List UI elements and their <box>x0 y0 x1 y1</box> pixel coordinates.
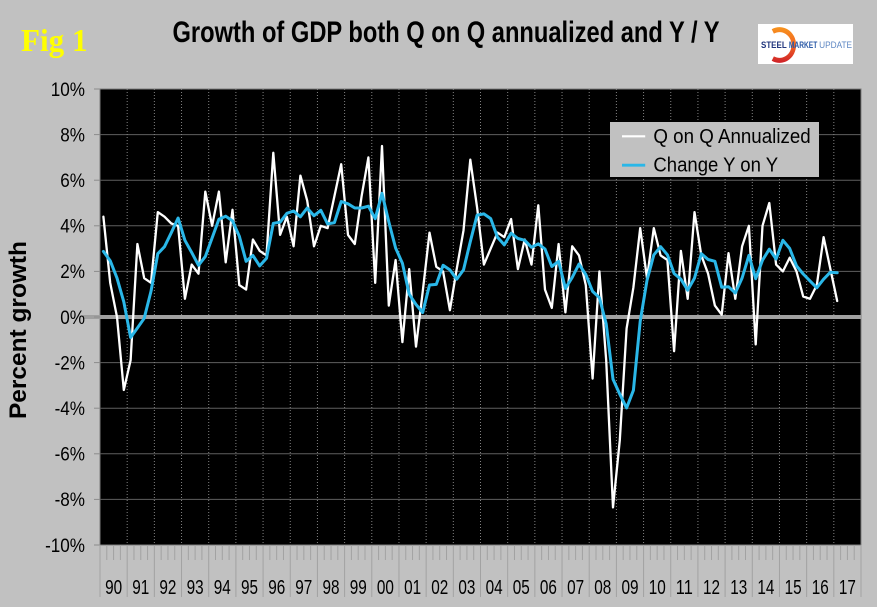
svg-text:00: 00 <box>377 577 394 599</box>
svg-text:Q on Q Annualized: Q on Q Annualized <box>653 126 810 148</box>
svg-text:UPDATE: UPDATE <box>819 40 852 51</box>
svg-text:4%: 4% <box>60 217 85 238</box>
svg-text:Growth of GDP both Q on Q annu: Growth of GDP both Q on Q annualized and… <box>173 16 720 49</box>
svg-text:8%: 8% <box>60 125 85 146</box>
svg-text:90: 90 <box>105 577 122 599</box>
svg-text:-2%: -2% <box>55 353 85 374</box>
svg-text:15: 15 <box>785 577 802 599</box>
svg-text:MARKET: MARKET <box>789 40 818 51</box>
svg-text:-6%: -6% <box>55 445 85 466</box>
svg-text:STEEL: STEEL <box>761 40 787 51</box>
svg-text:05: 05 <box>513 577 530 599</box>
svg-text:09: 09 <box>622 577 639 599</box>
svg-text:Fig 1: Fig 1 <box>21 22 88 58</box>
svg-text:17: 17 <box>839 577 856 599</box>
svg-text:11: 11 <box>676 577 693 599</box>
svg-text:06: 06 <box>540 577 557 599</box>
svg-text:91: 91 <box>132 577 149 599</box>
svg-text:-8%: -8% <box>55 490 85 511</box>
svg-text:99: 99 <box>350 577 367 599</box>
svg-text:02: 02 <box>431 577 448 599</box>
svg-text:03: 03 <box>458 577 475 599</box>
svg-text:Change Y on Y: Change Y on Y <box>653 155 778 177</box>
svg-text:12: 12 <box>703 577 720 599</box>
svg-text:97: 97 <box>295 577 312 599</box>
svg-text:Percent growth: Percent growth <box>5 241 32 419</box>
svg-text:10: 10 <box>649 577 666 599</box>
svg-text:93: 93 <box>187 577 204 599</box>
svg-text:16: 16 <box>812 577 829 599</box>
svg-text:96: 96 <box>268 577 285 599</box>
svg-text:14: 14 <box>757 577 774 599</box>
svg-text:-10%: -10% <box>45 536 85 557</box>
svg-text:0%: 0% <box>60 308 85 329</box>
svg-text:94: 94 <box>214 577 231 599</box>
svg-text:6%: 6% <box>60 171 85 192</box>
svg-text:01: 01 <box>404 577 421 599</box>
svg-text:10%: 10% <box>51 80 85 101</box>
svg-text:2%: 2% <box>60 262 85 283</box>
svg-text:-4%: -4% <box>55 399 85 420</box>
svg-text:08: 08 <box>594 577 611 599</box>
svg-text:95: 95 <box>241 577 258 599</box>
svg-text:04: 04 <box>486 577 503 599</box>
svg-text:07: 07 <box>567 577 584 599</box>
svg-text:92: 92 <box>159 577 176 599</box>
svg-text:13: 13 <box>730 577 747 599</box>
svg-text:98: 98 <box>323 577 340 599</box>
